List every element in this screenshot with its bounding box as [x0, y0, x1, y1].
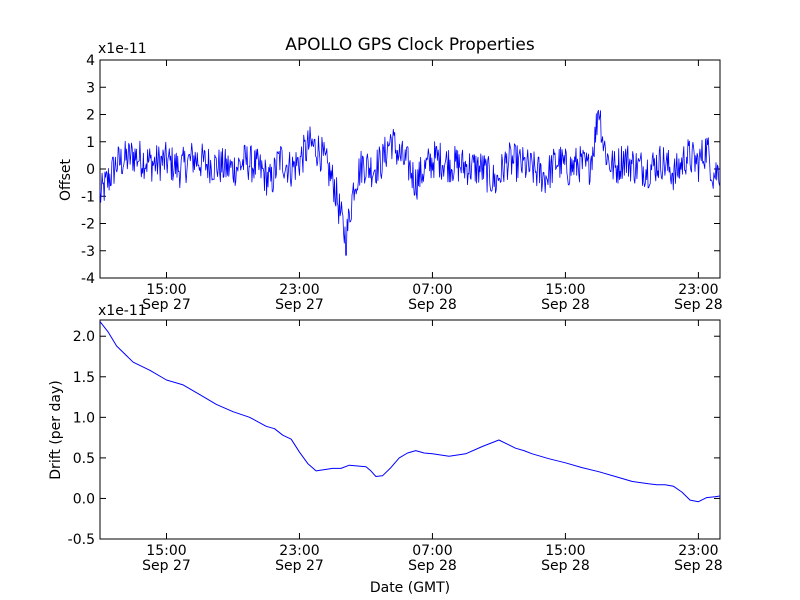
- drift-scale-label: x1e-11: [98, 303, 147, 319]
- y-tick-label: 0: [86, 162, 95, 178]
- y-tick-label: 0.5: [73, 451, 95, 467]
- x-tick-date-label: Sep 28: [674, 558, 723, 574]
- offset-line: [99, 109, 720, 256]
- x-tick-date-label: Sep 27: [142, 558, 191, 574]
- x-tick-time-label: 15:00: [146, 282, 186, 298]
- offset-series: [99, 109, 720, 256]
- y-tick-label: 4: [86, 53, 95, 69]
- drift-y-ticks: -0.5 0.0 0.5 1.0 1.5 2.0: [68, 329, 720, 548]
- y-tick-label: -3: [81, 244, 95, 260]
- y-tick-label: -1: [81, 189, 95, 205]
- y-tick-label: -2: [81, 217, 95, 233]
- x-tick-date-label: Sep 27: [142, 297, 191, 313]
- x-tick-time-label: 07:00: [412, 282, 452, 298]
- x-tick-time-label: 23:00: [678, 282, 718, 298]
- drift-plot-frame: [99, 319, 721, 540]
- x-tick-time-label: 15:00: [146, 543, 186, 559]
- chart-title: APOLLO GPS Clock Properties: [285, 35, 535, 55]
- x-tick-date-label: Sep 28: [541, 558, 590, 574]
- x-tick-date-label: Sep 28: [408, 558, 457, 574]
- x-tick-time-label: 23:00: [678, 543, 718, 559]
- drift-series: [99, 321, 721, 503]
- drift-y-label: Drift (per day): [48, 380, 64, 479]
- y-tick-label: 1: [86, 135, 95, 151]
- offset-y-label: Offset: [58, 158, 74, 201]
- x-tick-time-label: 23:00: [279, 543, 319, 559]
- y-tick-label: 2.0: [73, 329, 95, 345]
- x-axis-label: Date (GMT): [370, 580, 450, 596]
- y-tick-label: 1.5: [73, 370, 95, 386]
- x-tick-date-label: Sep 27: [275, 558, 324, 574]
- y-tick-label: 3: [86, 80, 95, 96]
- x-tick-time-label: 15:00: [545, 282, 585, 298]
- x-tick-time-label: 07:00: [412, 543, 452, 559]
- x-tick-time-label: 15:00: [545, 543, 585, 559]
- x-tick-time-label: 23:00: [279, 282, 319, 298]
- y-tick-label: -0.5: [68, 532, 95, 548]
- offset-y-ticks: -4 -3 -2 -1 0 1 2 3 4: [81, 53, 720, 287]
- y-tick-label: 1.0: [73, 410, 95, 426]
- y-tick-label: 0.0: [73, 491, 95, 507]
- drift-panel: Drift (per day) x1e-11 -0.5 0.0 0.5 1.0 1.5 2…: [48, 303, 723, 574]
- y-tick-label: 2: [86, 108, 95, 124]
- drift-line: [99, 321, 721, 503]
- x-tick-date-label: Sep 27: [275, 297, 324, 313]
- x-tick-date-label: Sep 28: [541, 297, 590, 313]
- y-tick-label: -4: [81, 271, 95, 287]
- offset-scale-label: x1e-11: [98, 41, 147, 57]
- x-tick-date-label: Sep 28: [674, 297, 723, 313]
- x-tick-date-label: Sep 28: [408, 297, 457, 313]
